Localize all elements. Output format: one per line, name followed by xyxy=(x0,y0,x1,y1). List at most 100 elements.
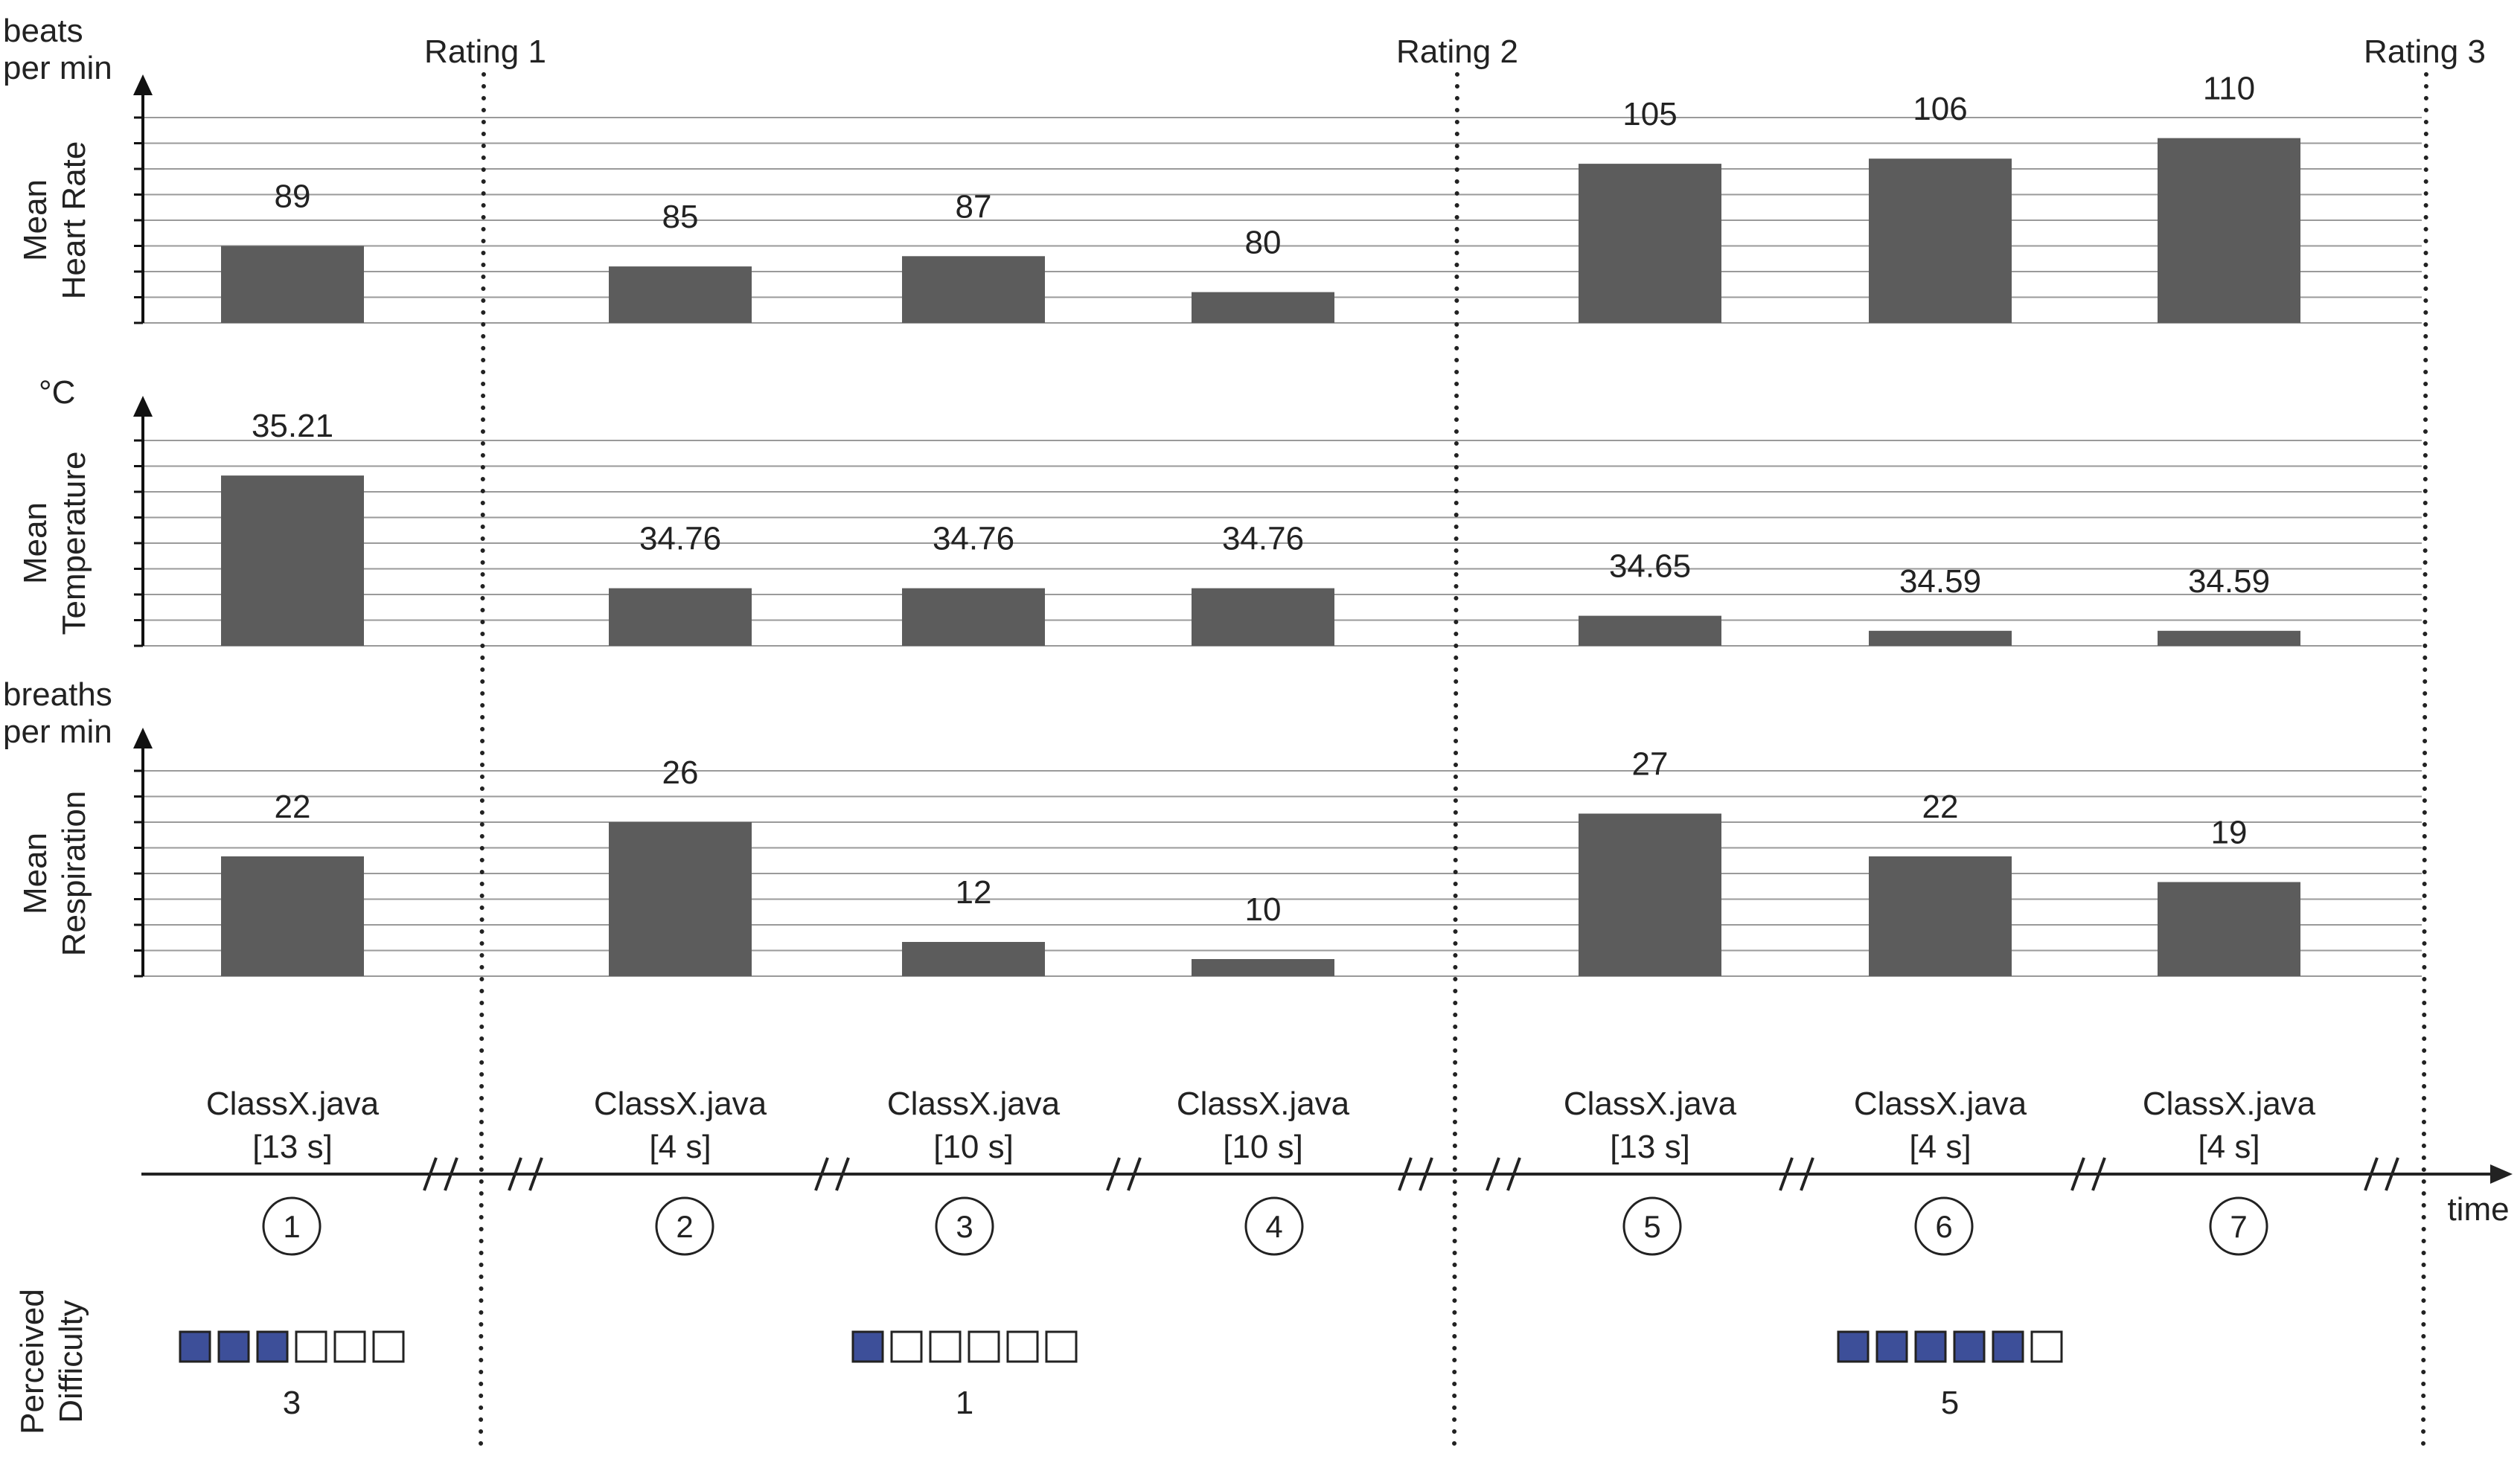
difficulty-square xyxy=(1006,1330,1039,1363)
episode-duration-label: [10 s] xyxy=(933,1129,1014,1165)
rating-layer xyxy=(479,72,2428,1457)
axis-break xyxy=(508,1157,522,1191)
x-axis-label: time xyxy=(2447,1191,2509,1228)
y-axis-arrow xyxy=(133,396,153,417)
bar xyxy=(1579,615,1721,646)
axis-layer xyxy=(133,74,153,978)
unit-label: beats xyxy=(3,13,83,49)
rating-divider xyxy=(1452,72,1459,1457)
difficulty-square xyxy=(2030,1330,2063,1363)
data-label: 34.59 xyxy=(2188,563,2270,600)
axis-break xyxy=(1398,1157,1413,1191)
difficulty-value: 5 xyxy=(1941,1385,1959,1421)
y-axis-label: Respiration xyxy=(56,791,92,957)
episode-number: 1 xyxy=(283,1209,300,1244)
axis-break xyxy=(2070,1157,2085,1191)
difficulty-square xyxy=(179,1330,211,1363)
bar-layer xyxy=(221,138,2300,976)
data-label: 12 xyxy=(956,874,992,911)
episode-number: 4 xyxy=(1265,1209,1282,1244)
episode-duration-label: [4 s] xyxy=(2198,1129,2260,1165)
episode-file-label: ClassX.java xyxy=(1564,1086,1737,1122)
bar xyxy=(2158,138,2300,323)
episode-number: 6 xyxy=(1935,1209,1952,1244)
difficulty-square xyxy=(333,1330,366,1363)
difficulty-square xyxy=(295,1330,327,1363)
bar xyxy=(902,256,1045,323)
axis-break xyxy=(1506,1157,1521,1191)
episode-file-label: ClassX.java xyxy=(594,1086,767,1122)
unit-label: °C xyxy=(39,374,75,411)
data-label: 22 xyxy=(275,789,311,825)
episode-circle xyxy=(655,1196,714,1256)
bar xyxy=(1192,292,1334,323)
difficulty-square xyxy=(1045,1330,1078,1363)
rating-label: Rating 1 xyxy=(424,33,546,70)
episode-number: 7 xyxy=(2230,1209,2247,1244)
axis-break xyxy=(444,1157,458,1191)
episode-file-label: ClassX.java xyxy=(2143,1086,2316,1122)
data-label: 105 xyxy=(1622,96,1677,132)
episode-file-label: ClassX.java xyxy=(1854,1086,2027,1122)
y-axis-label: Mean xyxy=(17,179,54,261)
bar xyxy=(1869,158,2012,323)
data-label: 106 xyxy=(1913,91,1967,127)
episode-file-label: ClassX.java xyxy=(206,1086,380,1122)
difficulty-square xyxy=(1953,1330,1986,1363)
axis-break xyxy=(2385,1157,2399,1191)
difficulty-square xyxy=(929,1330,962,1363)
episode-duration-label: [4 s] xyxy=(649,1129,711,1165)
bar xyxy=(221,475,364,646)
unit-label: per min xyxy=(3,50,112,86)
difficulty-square xyxy=(1837,1330,1870,1363)
episode-file-label: ClassX.java xyxy=(1177,1086,1350,1122)
data-label: 87 xyxy=(956,188,992,225)
bar xyxy=(1192,588,1334,646)
difficulty-square xyxy=(1992,1330,2024,1363)
data-label: 80 xyxy=(1245,225,1282,261)
data-label: 85 xyxy=(662,199,699,235)
bar xyxy=(2158,882,2300,976)
data-label: 10 xyxy=(1245,891,1282,928)
axis-break xyxy=(2364,1157,2379,1191)
episode-circle xyxy=(935,1196,994,1256)
unit-label: per min xyxy=(3,714,112,750)
difficulty-value: 1 xyxy=(956,1385,973,1421)
episode-number: 3 xyxy=(956,1209,973,1244)
axis-break xyxy=(1106,1157,1121,1191)
bar xyxy=(1869,630,2012,646)
episode-duration-label: [13 s] xyxy=(1610,1129,1690,1165)
axis-break xyxy=(423,1157,438,1191)
timeline-arrow xyxy=(2490,1164,2513,1184)
axis-break xyxy=(1486,1157,1500,1191)
episode-number: 5 xyxy=(1643,1209,1660,1244)
difficulty-square xyxy=(256,1330,289,1363)
data-label: 34.59 xyxy=(1899,563,1981,600)
difficulty-square xyxy=(1875,1330,1908,1363)
axis-break xyxy=(1419,1157,1433,1191)
data-label: 34.65 xyxy=(1609,548,1691,585)
axis-break xyxy=(1127,1157,1142,1191)
bar xyxy=(221,856,364,976)
bar xyxy=(221,246,364,323)
episode-circle xyxy=(1622,1196,1682,1256)
data-label: 34.76 xyxy=(639,521,721,557)
difficulty-layer xyxy=(179,1330,2063,1363)
data-label: 110 xyxy=(2203,71,2255,107)
data-label: 34.76 xyxy=(933,521,1014,557)
episode-circle xyxy=(2209,1196,2268,1256)
difficulty-square xyxy=(217,1330,250,1363)
y-axis-arrow xyxy=(133,728,153,748)
axis-break xyxy=(814,1157,829,1191)
difficulty-square xyxy=(1914,1330,1947,1363)
difficulty-square xyxy=(968,1330,1000,1363)
rating-label: Rating 2 xyxy=(1396,33,1518,70)
data-label: 27 xyxy=(1632,746,1669,783)
data-label: 19 xyxy=(2211,815,2248,851)
episode-circle xyxy=(1914,1196,1974,1256)
bar xyxy=(1869,856,2012,976)
difficulty-value: 3 xyxy=(283,1385,301,1421)
data-label: 89 xyxy=(275,179,311,215)
unit-label: breaths xyxy=(3,676,112,713)
